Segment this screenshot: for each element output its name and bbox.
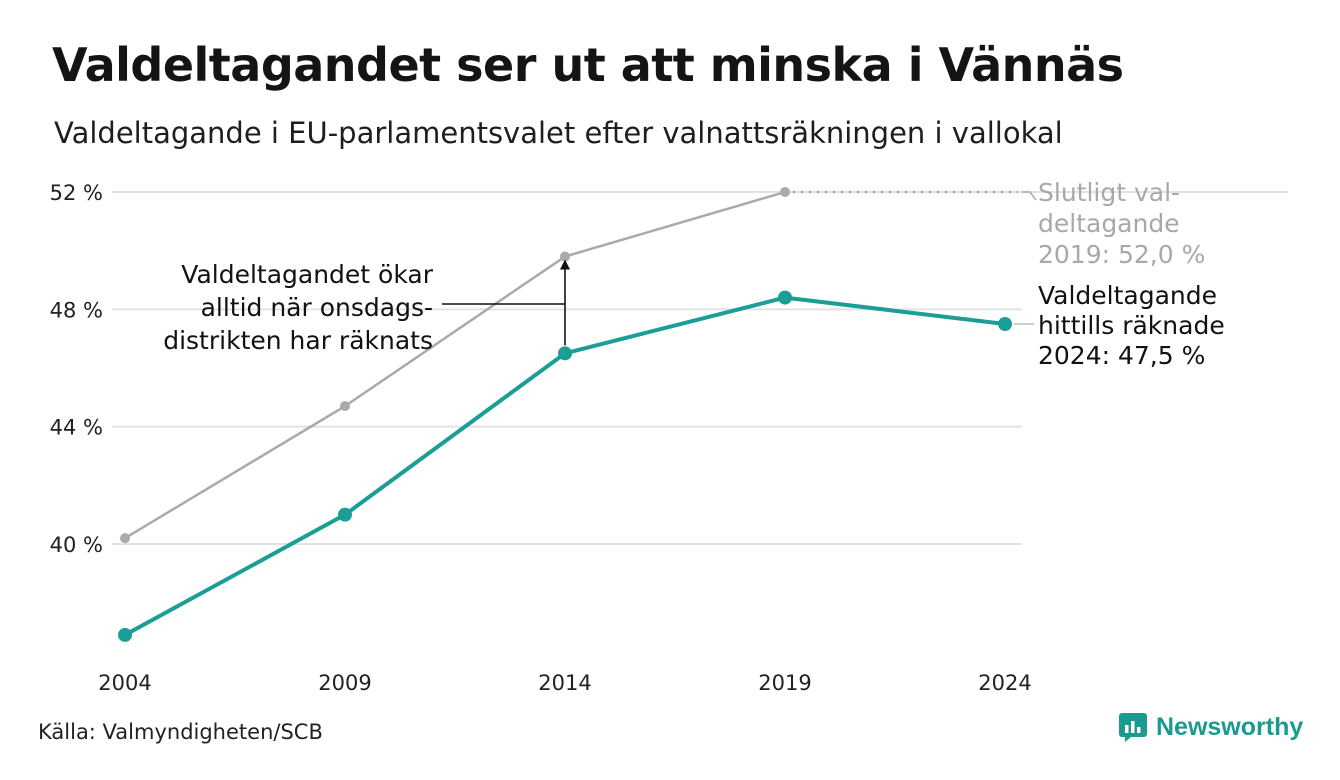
election-night-series-point [778,290,792,305]
y-tick-label: 40 % [50,533,103,557]
election-night-series-point [998,317,1012,331]
election-night-series-point [338,507,352,522]
gap-arrow-head [560,259,570,270]
final-annotation-text: 2019: 52,0 % [1038,240,1205,269]
final-annotation-text: Slutligt val- [1038,178,1180,207]
final-series-point [340,401,350,412]
current-annotation-text: hittills räknade [1038,311,1225,340]
y-tick-label: 44 % [50,416,103,440]
gap-annotation-text: Valdeltagandet ökar [181,260,433,289]
election-night-series-point [118,627,132,642]
gap-annotation-text: alltid när onsdags- [201,293,433,322]
line-chart: 40 % 44 % 48 % 52 % 2004 2009 2014 2019 2024 Vald… [50,178,1288,695]
x-tick-label: 2009 [318,671,371,695]
final-series-point [780,187,790,197]
page-subtitle: Valdeltagande i EU-parlamentsvalet efter… [54,116,1063,150]
y-tick-label: 52 % [50,181,103,205]
current-annotation-text: Valdeltagande [1038,281,1217,310]
brand-logo: Newsworthy [1118,712,1303,742]
x-tick-label: 2024 [978,671,1031,695]
final-label-connector [1022,191,1037,201]
page-title: Valdeltagandet ser ut att minska i Vännä… [52,38,1124,92]
x-tick-label: 2004 [98,671,151,695]
newsworthy-logo-icon [1119,713,1147,742]
brand-name: Newsworthy [1156,712,1304,741]
final-series-point [120,533,130,544]
source-note: Källa: Valmyndigheten/SCB [38,720,323,744]
y-tick-label: 48 % [50,298,103,322]
gap-annotation-text: distrikten har räknats [163,326,433,355]
final-series-line [124,190,786,540]
x-tick-label: 2019 [758,671,811,695]
final-annotation-text: deltagande [1038,209,1180,238]
x-tick-label: 2014 [538,671,591,695]
election-night-series-point [558,346,572,361]
final-series-point [560,251,570,262]
current-annotation-text: 2024: 47,5 % [1038,341,1205,370]
